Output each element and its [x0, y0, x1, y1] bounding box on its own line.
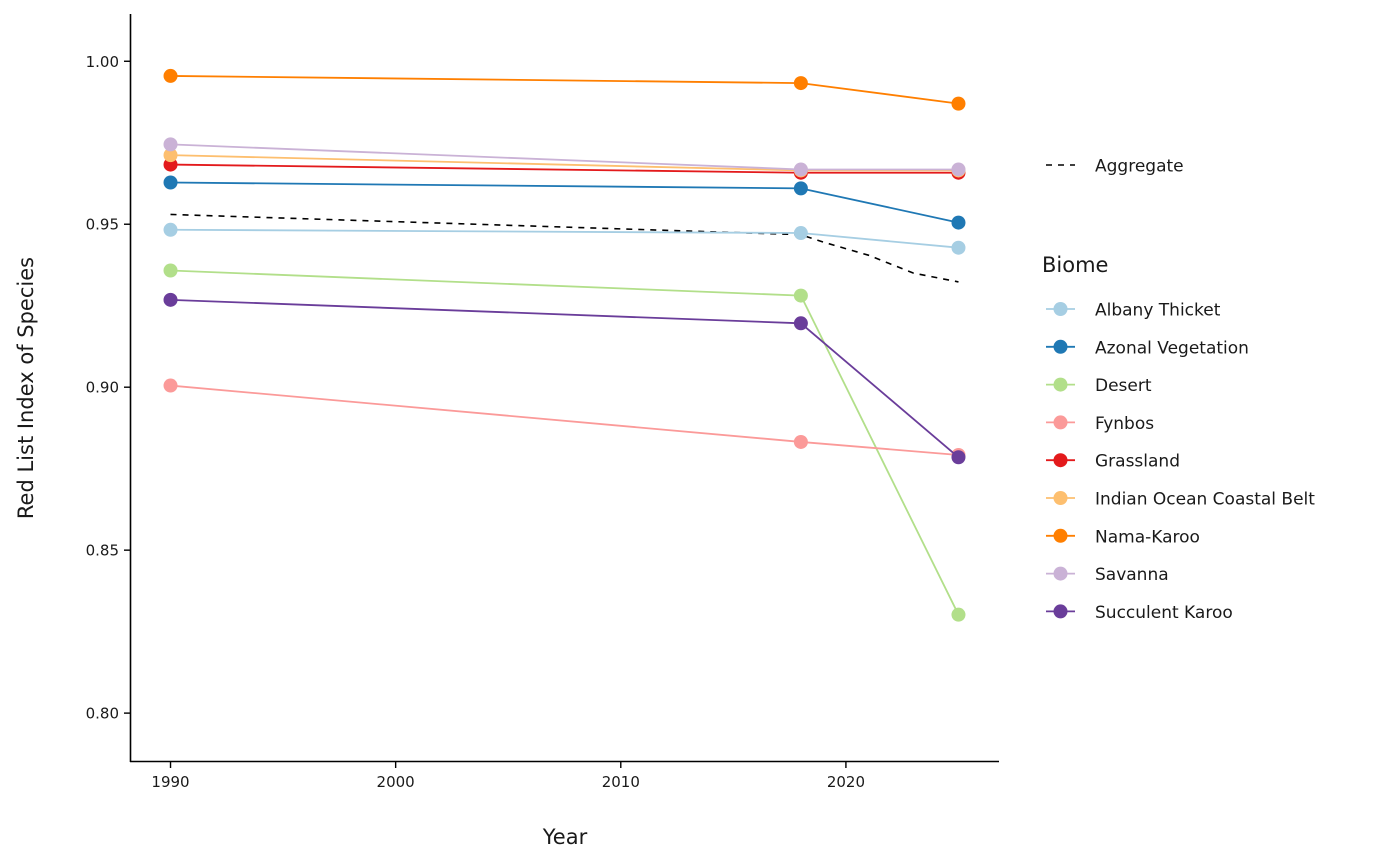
series-nama-karoo [163, 68, 966, 111]
legend-label-indian-ocean-coastal-belt: Indian Ocean Coastal Belt [1095, 490, 1315, 510]
data-point-albany-thicket-1990 [163, 222, 178, 237]
legend-label-savanna: Savanna [1095, 565, 1169, 585]
series-line-fynbos [170, 384, 959, 456]
legend-key-dot-savanna [1053, 566, 1068, 581]
data-point-savanna-2018 [793, 162, 808, 177]
legend-label-grassland: Grassland [1095, 452, 1180, 472]
x-tick-label-2010: 2010 [602, 773, 640, 791]
data-point-savanna-2025 [951, 162, 966, 177]
series-line-indian-ocean-coastal-belt [170, 154, 959, 172]
y-tick-label-0.95: 0.95 [86, 216, 119, 234]
legend-item-succulent-karoo: Succulent Karoo [1046, 603, 1233, 623]
legend-label-fynbos: Fynbos [1095, 414, 1154, 434]
x-axis-title: Year [542, 825, 588, 849]
data-point-desert-1990 [163, 263, 178, 278]
data-point-savanna-1990 [163, 137, 178, 152]
y-tick-label-0.85: 0.85 [86, 542, 119, 560]
series-fynbos [163, 378, 966, 462]
data-point-nama-karoo-1990 [163, 68, 178, 83]
x-ticks: 1990 2000 2010 2020 [151, 762, 865, 791]
series-albany-thicket [163, 222, 966, 255]
legend-item-azonal-vegetation: Azonal Vegetation [1046, 338, 1249, 358]
data-point-albany-thicket-2018 [793, 226, 808, 241]
legend-aggregate: Aggregate [1046, 157, 1184, 177]
series-line-albany-thicket [170, 228, 959, 249]
legend-aggregate-label: Aggregate [1095, 157, 1184, 177]
series-line-azonal-vegetation [170, 181, 959, 224]
axes [129, 14, 999, 763]
y-axis-title: Red List Index of Species [14, 257, 38, 519]
legend-label-succulent-karoo: Succulent Karoo [1095, 603, 1233, 623]
legend-key-dot-fynbos [1053, 415, 1068, 430]
x-tick-label-2000: 2000 [377, 773, 415, 791]
series-savanna [163, 137, 966, 177]
x-tick-label-1990: 1990 [151, 773, 189, 791]
series-line-succulent-karoo [170, 298, 960, 458]
aggregate-line [170, 213, 959, 283]
data-point-indian-ocean-coastal-belt-1990 [163, 148, 178, 163]
legend-key-dot-azonal-vegetation [1053, 339, 1068, 354]
series-succulent-karoo [163, 292, 966, 465]
plot-area [163, 68, 966, 622]
series-line-nama-karoo [170, 75, 959, 105]
legend-item-desert: Desert [1046, 376, 1152, 396]
legend-key-dot-grassland [1053, 453, 1068, 468]
data-point-nama-karoo-2018 [793, 76, 808, 91]
legend-label-albany-thicket: Albany Thicket [1095, 301, 1221, 321]
y-tick-label-0.80: 0.80 [86, 705, 119, 723]
y-ticks: 0.80 0.85 0.90 0.95 1.00 [86, 53, 130, 723]
data-point-desert-2025 [951, 607, 966, 622]
data-point-fynbos-2018 [793, 434, 808, 449]
y-tick-label-0.90: 0.90 [86, 379, 119, 397]
data-point-succulent-karoo-2025 [951, 450, 966, 465]
legend-key-dot-desert [1053, 377, 1068, 392]
legend-key-dot-succulent-karoo [1053, 604, 1068, 619]
data-point-albany-thicket-2025 [951, 240, 966, 255]
legend-item-fynbos: Fynbos [1046, 414, 1154, 434]
data-point-azonal-vegetation-2018 [793, 181, 808, 196]
legend-item-grassland: Grassland [1046, 452, 1180, 472]
y-tick-label-1.00: 1.00 [86, 53, 119, 71]
legend-item-savanna: Savanna [1046, 565, 1169, 585]
data-point-succulent-karoo-1990 [163, 292, 178, 307]
series-azonal-vegetation [163, 175, 966, 230]
data-point-nama-karoo-2025 [951, 96, 966, 111]
legend-title: Biome [1042, 253, 1108, 277]
series-line-desert [170, 269, 960, 616]
data-point-fynbos-1990 [163, 378, 178, 393]
legend-key-dot-indian-ocean-coastal-belt [1053, 491, 1068, 505]
legend: Aggregate Biome Albany Thicket Azonal Veg… [1042, 157, 1315, 623]
data-point-succulent-karoo-2018 [793, 316, 808, 331]
legend-label-nama-karoo: Nama-Karoo [1095, 527, 1200, 547]
legend-items: Albany Thicket Azonal Vegetation Desert Fyn… [1046, 301, 1315, 623]
data-point-desert-2018 [793, 288, 808, 303]
legend-label-azonal-vegetation: Azonal Vegetation [1095, 338, 1249, 358]
legend-label-desert: Desert [1095, 376, 1152, 396]
legend-key-dot-nama-karoo [1053, 528, 1068, 543]
legend-item-indian-ocean-coastal-belt: Indian Ocean Coastal Belt [1046, 490, 1315, 510]
legend-item-nama-karoo: Nama-Karoo [1046, 527, 1200, 547]
legend-item-albany-thicket: Albany Thicket [1046, 301, 1221, 321]
legend-key-dot-albany-thicket [1053, 302, 1068, 316]
data-point-azonal-vegetation-2025 [951, 215, 966, 230]
series-desert [163, 263, 966, 622]
x-tick-label-2020: 2020 [827, 773, 865, 791]
data-point-azonal-vegetation-1990 [163, 175, 178, 190]
